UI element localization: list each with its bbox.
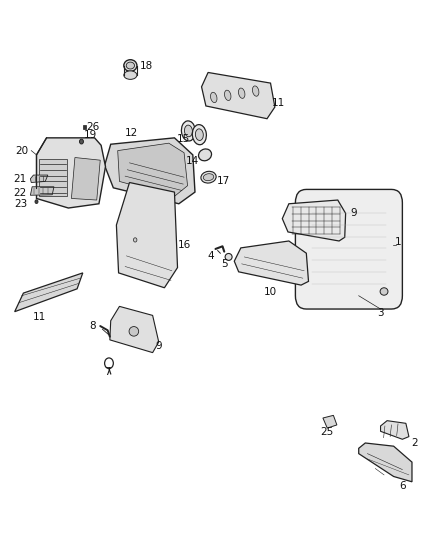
Polygon shape	[283, 200, 346, 241]
Ellipse shape	[181, 121, 195, 141]
Text: 20: 20	[15, 146, 28, 156]
Text: 21: 21	[14, 174, 27, 184]
Text: 8: 8	[89, 321, 95, 331]
Ellipse shape	[124, 60, 137, 71]
Ellipse shape	[380, 288, 388, 295]
Polygon shape	[83, 125, 86, 130]
Ellipse shape	[225, 254, 232, 261]
Text: 22: 22	[14, 188, 27, 198]
Text: 9: 9	[350, 208, 357, 219]
Ellipse shape	[126, 62, 134, 69]
Text: 7: 7	[104, 367, 111, 377]
Text: 25: 25	[321, 427, 334, 438]
Text: 16: 16	[177, 240, 191, 250]
Ellipse shape	[198, 149, 212, 161]
Text: 12: 12	[125, 127, 138, 138]
Text: 1: 1	[395, 237, 401, 247]
Text: 6: 6	[399, 481, 406, 490]
Ellipse shape	[129, 327, 139, 336]
Polygon shape	[381, 421, 409, 439]
Ellipse shape	[134, 238, 137, 242]
Polygon shape	[30, 187, 54, 195]
Ellipse shape	[201, 171, 216, 183]
Polygon shape	[71, 158, 100, 200]
Ellipse shape	[124, 71, 137, 79]
FancyBboxPatch shape	[295, 189, 403, 309]
Text: 14: 14	[186, 156, 199, 166]
Text: 11: 11	[32, 312, 46, 322]
Ellipse shape	[225, 90, 231, 101]
Polygon shape	[36, 138, 106, 208]
Text: 23: 23	[14, 199, 28, 209]
Ellipse shape	[192, 125, 206, 145]
Ellipse shape	[252, 86, 259, 96]
Ellipse shape	[238, 88, 245, 99]
Text: 11: 11	[272, 98, 285, 108]
Ellipse shape	[211, 92, 217, 103]
Polygon shape	[118, 143, 187, 196]
Text: 17: 17	[217, 176, 230, 187]
Ellipse shape	[203, 174, 214, 181]
Polygon shape	[110, 306, 159, 353]
Text: 18: 18	[139, 61, 153, 70]
Polygon shape	[117, 182, 177, 288]
Ellipse shape	[80, 139, 83, 144]
Ellipse shape	[35, 200, 38, 204]
Polygon shape	[30, 175, 48, 182]
Ellipse shape	[195, 129, 203, 141]
Text: 5: 5	[221, 259, 228, 269]
Polygon shape	[39, 159, 67, 196]
Polygon shape	[201, 72, 275, 119]
Text: 4: 4	[207, 251, 214, 261]
Text: 2: 2	[411, 438, 418, 448]
Polygon shape	[105, 138, 195, 204]
Ellipse shape	[184, 125, 192, 137]
Text: 26: 26	[86, 122, 99, 132]
Text: 9: 9	[155, 341, 162, 351]
Polygon shape	[359, 443, 412, 482]
Text: 15: 15	[177, 134, 190, 144]
Polygon shape	[323, 415, 337, 428]
Text: 3: 3	[377, 308, 384, 318]
Polygon shape	[14, 273, 83, 312]
Text: 19: 19	[84, 130, 97, 140]
Text: 10: 10	[264, 287, 277, 297]
Polygon shape	[234, 241, 308, 285]
